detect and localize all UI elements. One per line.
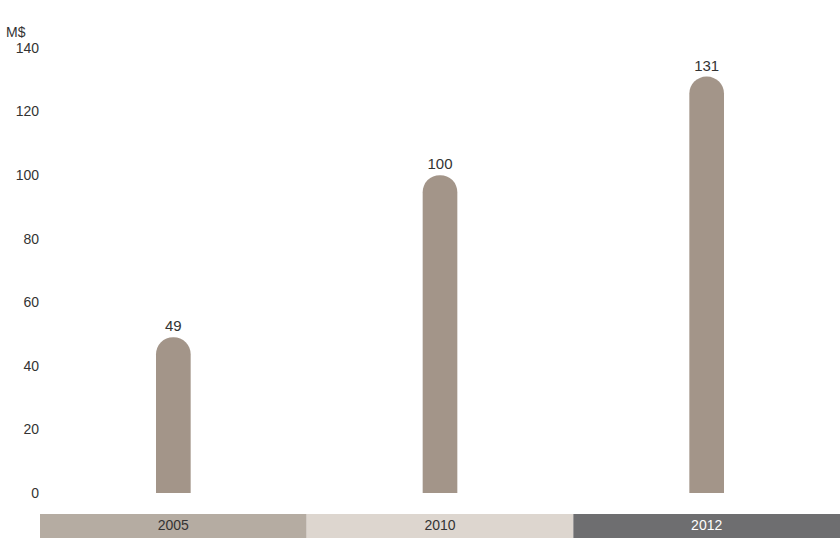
svg-text:120: 120 xyxy=(16,103,40,119)
svg-text:0: 0 xyxy=(31,485,39,501)
svg-text:20: 20 xyxy=(23,421,39,437)
svg-text:100: 100 xyxy=(16,167,40,183)
svg-text:40: 40 xyxy=(23,358,39,374)
svg-text:131: 131 xyxy=(694,57,719,74)
svg-text:140: 140 xyxy=(16,40,40,56)
svg-text:60: 60 xyxy=(23,294,39,310)
svg-text:49: 49 xyxy=(165,317,182,334)
svg-text:2012: 2012 xyxy=(691,517,722,533)
svg-text:M$: M$ xyxy=(6,24,26,40)
svg-text:2005: 2005 xyxy=(158,517,189,533)
svg-text:80: 80 xyxy=(23,231,39,247)
svg-text:2010: 2010 xyxy=(424,517,455,533)
svg-text:100: 100 xyxy=(427,155,452,172)
